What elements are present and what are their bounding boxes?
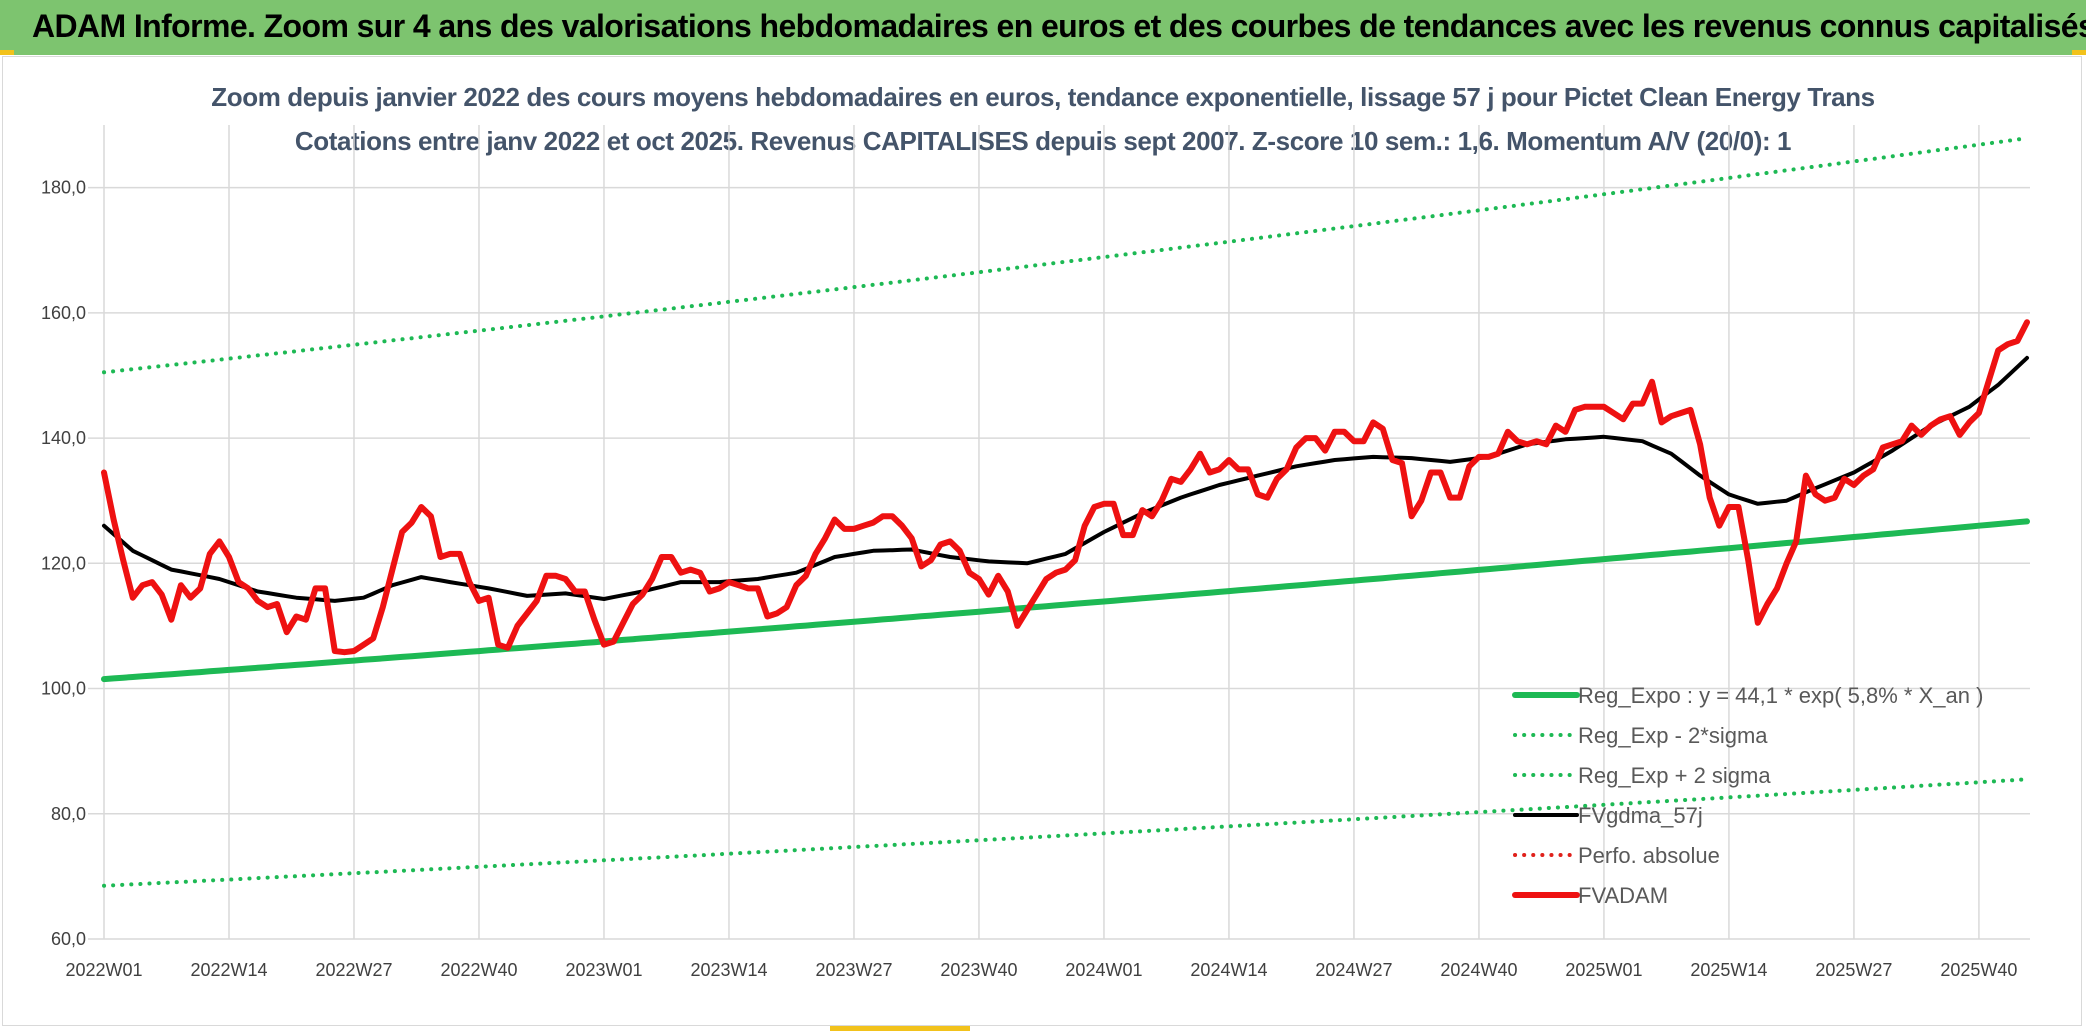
legend-label: Perfo. absolue — [1578, 843, 1720, 868]
y-tick-label: 180,0 — [41, 178, 86, 198]
y-tick-label: 60,0 — [51, 929, 86, 949]
legend: Reg_Expo : y = 44,1 * exp( 5,8% * X_an )… — [1512, 683, 1983, 908]
y-tick-label: 80,0 — [51, 804, 86, 824]
y-tick-label: 100,0 — [41, 679, 86, 699]
x-tick-label: 2023W14 — [690, 960, 767, 980]
chart-subtitle: Cotations entre janv 2022 et oct 2025. R… — [294, 126, 1792, 156]
legend-label: FVADAM — [1578, 883, 1668, 908]
corner-accent-right — [2072, 50, 2086, 55]
y-tick-label: 160,0 — [41, 303, 86, 323]
x-tick-label: 2024W14 — [1190, 960, 1267, 980]
x-tick-label: 2022W01 — [65, 960, 142, 980]
series-reg-exp-2 — [102, 136, 2029, 375]
series-fvadam-5 — [101, 319, 2030, 656]
y-tick-label: 120,0 — [41, 553, 86, 573]
chart-frame — [2, 56, 2082, 1026]
bottom-accent — [830, 1026, 970, 1031]
series-reg-exp-1 — [102, 777, 2029, 888]
legend-label: Reg_Exp - 2*sigma — [1578, 723, 1768, 748]
series-lines — [101, 136, 2030, 888]
report-title: ADAM Informe. Zoom sur 4 ans des valoris… — [32, 8, 2086, 44]
x-tick-label: 2023W40 — [940, 960, 1017, 980]
x-tick-label: 2025W14 — [1690, 960, 1767, 980]
x-tick-label: 2025W40 — [1940, 960, 2017, 980]
x-tick-label: 2025W27 — [1815, 960, 1892, 980]
report-banner: ADAM Informe. Zoom sur 4 ans des valoris… — [0, 0, 2086, 55]
x-tick-label: 2025W01 — [1565, 960, 1642, 980]
x-tick-label: 2022W14 — [190, 960, 267, 980]
legend-label: Reg_Expo : y = 44,1 * exp( 5,8% * X_an ) — [1578, 683, 1983, 708]
legend-label: FVgdma_57j — [1578, 803, 1703, 828]
x-tick-label: 2023W01 — [565, 960, 642, 980]
corner-accent-left — [0, 50, 14, 55]
grid-lines — [88, 125, 2030, 940]
x-tick-label: 2024W40 — [1440, 960, 1517, 980]
series-reg-expo-0 — [101, 518, 2030, 683]
x-tick-label: 2024W27 — [1315, 960, 1392, 980]
x-axis-ticks: 2022W01 2022W14 2022W27 2022W40 2023W01 2023W… — [65, 960, 2017, 980]
x-tick-label: 2024W01 — [1065, 960, 1142, 980]
y-tick-label: 140,0 — [41, 428, 86, 448]
y-axis-ticks: 60,0 80,0 100,0 120,0 140,0 160,0 180,0 — [41, 178, 86, 949]
chart-title: Zoom depuis janvier 2022 des cours moyen… — [211, 82, 1875, 112]
x-tick-label: 2022W40 — [440, 960, 517, 980]
x-tick-label: 2023W27 — [815, 960, 892, 980]
x-tick-label: 2022W27 — [315, 960, 392, 980]
legend-label: Reg_Exp + 2 sigma — [1578, 763, 1771, 788]
